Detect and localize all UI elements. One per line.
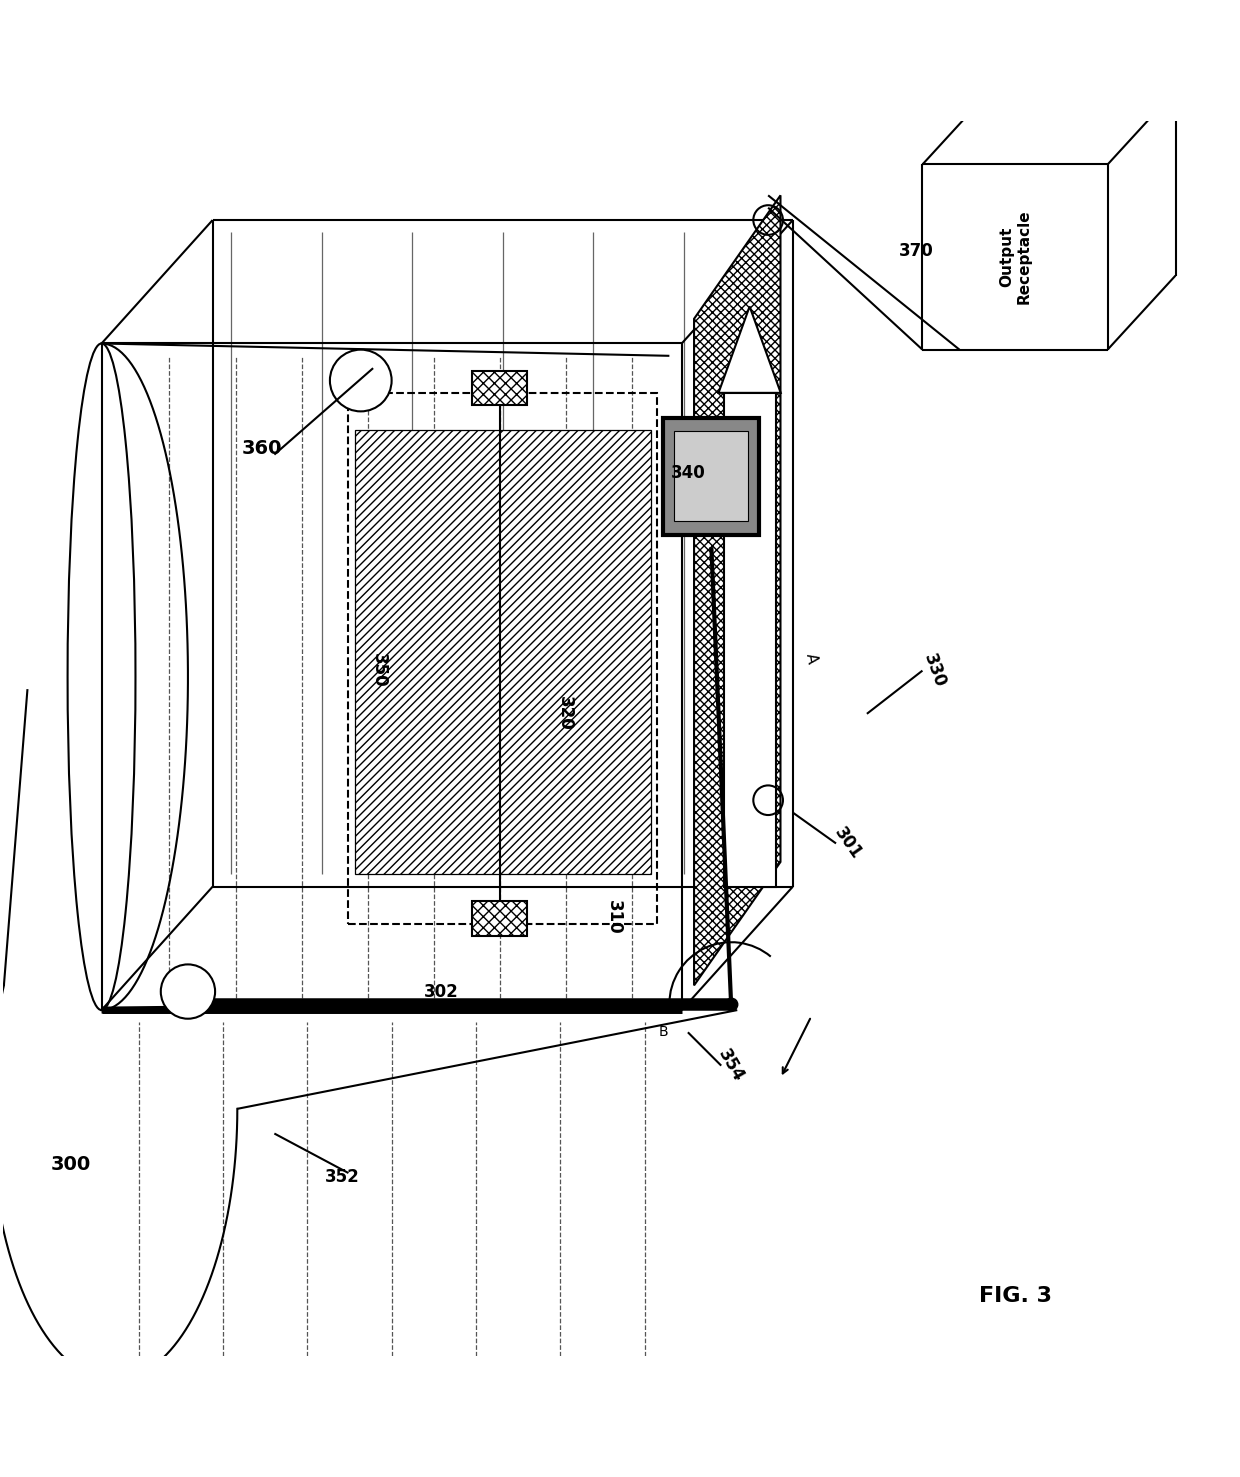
Text: 352: 352 xyxy=(325,1168,360,1186)
Text: 330: 330 xyxy=(920,651,949,690)
Text: 320: 320 xyxy=(556,697,573,731)
Text: 360: 360 xyxy=(242,439,283,458)
Bar xyxy=(355,430,651,874)
Bar xyxy=(663,418,759,535)
Text: 301: 301 xyxy=(831,824,866,863)
Text: 300: 300 xyxy=(51,1155,91,1174)
Text: 354: 354 xyxy=(714,1046,748,1086)
Text: 370: 370 xyxy=(899,242,934,260)
Text: B: B xyxy=(658,1025,668,1040)
Text: 310: 310 xyxy=(605,899,622,935)
Polygon shape xyxy=(694,195,780,985)
Text: 302: 302 xyxy=(424,982,459,1000)
Bar xyxy=(724,393,775,886)
Circle shape xyxy=(161,964,215,1019)
Bar xyxy=(472,371,527,405)
Bar xyxy=(348,393,657,923)
Text: Output
Receptacle: Output Receptacle xyxy=(999,210,1032,304)
Bar xyxy=(675,431,749,521)
Text: 350: 350 xyxy=(371,653,388,688)
Text: A: A xyxy=(804,651,820,665)
Circle shape xyxy=(330,350,392,412)
Bar xyxy=(472,901,527,936)
Polygon shape xyxy=(718,306,781,393)
Text: FIG. 3: FIG. 3 xyxy=(978,1286,1052,1306)
Text: 340: 340 xyxy=(671,464,706,482)
